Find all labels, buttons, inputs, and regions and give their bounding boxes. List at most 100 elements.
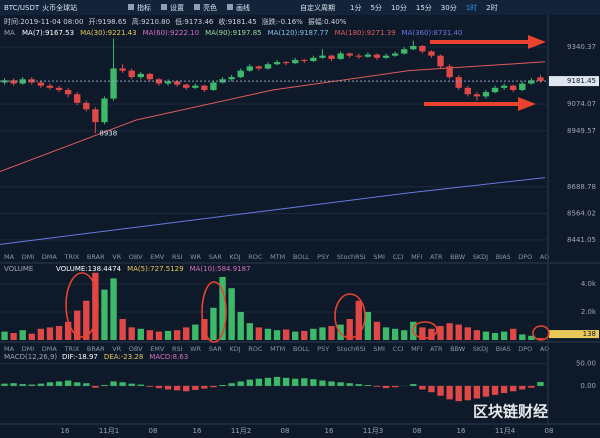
indicator-tab[interactable]: DMA xyxy=(42,253,58,261)
volume-bar xyxy=(273,330,281,340)
arrow-shaft xyxy=(430,40,530,44)
indicator-tab[interactable]: DMI xyxy=(22,253,35,261)
indicator-tab[interactable]: TRIX xyxy=(63,253,79,261)
button-icon[interactable] xyxy=(128,4,134,10)
volume-bar xyxy=(464,327,471,340)
period-button[interactable]: 5分 xyxy=(370,3,381,12)
indicator-tab[interactable]: DPO xyxy=(518,345,532,353)
indicator-tab[interactable]: OBV xyxy=(129,345,143,353)
y-tick-label: 8688.78 xyxy=(567,183,596,191)
candle-body xyxy=(64,89,72,95)
period-button[interactable]: 1时 xyxy=(466,3,477,12)
indicator-tab[interactable]: SMI xyxy=(373,253,385,261)
indicator-tab[interactable]: MA xyxy=(4,253,15,261)
y-tick-label: 2.0k xyxy=(581,308,597,316)
indicator-tab[interactable]: ATR xyxy=(430,345,443,353)
indicator-tab[interactable]: RSI xyxy=(172,253,183,261)
indicator-tab[interactable]: TRIX xyxy=(63,345,79,353)
indicator-tab[interactable]: DMA xyxy=(42,345,58,353)
period-button[interactable]: 2时 xyxy=(486,3,497,12)
indicator-tab[interactable]: WR xyxy=(190,253,201,261)
custom-period[interactable]: 自定义周期 xyxy=(300,3,335,12)
button-icon[interactable] xyxy=(194,4,200,10)
candle-body xyxy=(419,46,426,52)
candle-body xyxy=(491,87,499,93)
indicator-tab[interactable]: BOLL xyxy=(293,253,310,261)
indicator-tab[interactable]: RSI xyxy=(172,345,183,353)
indicator-tab[interactable]: ROC xyxy=(248,345,263,353)
indicator-tab[interactable]: EMV xyxy=(150,345,165,353)
indicator-tab[interactable]: VR xyxy=(112,345,121,353)
indicator-tab[interactable]: CCI xyxy=(393,345,404,353)
indicator-tab[interactable]: KDJ xyxy=(230,345,241,353)
macd-bar xyxy=(500,385,508,394)
indicator-tab[interactable]: OBV xyxy=(129,253,143,261)
toolbar-button[interactable]: 设置 xyxy=(170,3,184,12)
period-button[interactable]: 30分 xyxy=(441,3,457,12)
indicator-tab[interactable]: BOLL xyxy=(293,345,310,353)
time-label: 11月1 xyxy=(99,427,119,435)
candle-body xyxy=(10,80,17,84)
indicator-tab[interactable]: StochRSI xyxy=(337,345,366,353)
macd-bar xyxy=(537,382,544,386)
indicator-tab[interactable]: EMV xyxy=(150,253,165,261)
indicator-tab[interactable]: SKDJ xyxy=(473,345,488,353)
circle xyxy=(65,272,99,338)
indicator-tab[interactable]: ROC xyxy=(248,253,263,261)
indicator-tab[interactable]: AO xyxy=(540,253,549,261)
indicator-tab[interactable]: BRAR xyxy=(87,345,105,353)
indicator-tab[interactable]: BBW xyxy=(450,253,466,261)
volume-bar xyxy=(1,331,8,340)
toolbar-button[interactable]: 指标 xyxy=(137,3,151,12)
volume-bar xyxy=(482,331,490,340)
indicator-tab[interactable]: SAR xyxy=(209,253,223,261)
period-button[interactable]: 1分 xyxy=(350,3,361,12)
indicator-tab[interactable]: AO xyxy=(540,345,549,353)
button-icon[interactable] xyxy=(227,4,233,10)
indicator-tab[interactable]: BBW xyxy=(450,345,466,353)
indicator-tab[interactable]: SAR xyxy=(209,345,223,353)
volume-bar xyxy=(37,328,45,340)
volume-bar xyxy=(137,328,144,340)
indicator-tab[interactable]: MFI xyxy=(411,345,422,353)
indicator-tab[interactable]: BIAS xyxy=(496,253,511,261)
indicator-tab[interactable]: MFI xyxy=(411,253,422,261)
candle-body xyxy=(201,85,208,90)
info-text: 低:9173.46 xyxy=(175,17,214,26)
indicator-tab[interactable]: CCI xyxy=(393,253,404,261)
indicator-tab[interactable]: PSY xyxy=(317,253,329,261)
indicator-tab[interactable]: WR xyxy=(190,345,201,353)
macd-bar xyxy=(446,385,453,400)
button-icon[interactable] xyxy=(161,4,167,10)
macd-bar xyxy=(319,380,326,386)
volume-bar xyxy=(119,318,126,340)
period-button[interactable]: 10分 xyxy=(391,3,407,12)
indicator-tab[interactable]: SMI xyxy=(373,345,385,353)
last-volume: 138 xyxy=(583,330,596,338)
indicator-tab[interactable]: BRAR xyxy=(87,253,105,261)
toolbar-button[interactable]: 亮色 xyxy=(203,3,217,12)
indicator-tab[interactable]: VR xyxy=(112,253,121,261)
arrow-shaft xyxy=(424,102,520,106)
indicator-tab[interactable]: MA xyxy=(4,345,15,353)
toolbar-button[interactable]: 画线 xyxy=(236,3,250,12)
indicator-tab[interactable]: PSY xyxy=(317,345,329,353)
indicator-tab[interactable]: DPO xyxy=(518,253,532,261)
indicator-tab[interactable]: StochRSI xyxy=(337,253,366,261)
indicator-tab[interactable]: DMI xyxy=(22,345,35,353)
indicator-tab[interactable]: SKDJ xyxy=(473,253,488,261)
indicator-tab[interactable]: KDJ xyxy=(230,253,241,261)
macd-bar xyxy=(355,384,362,386)
macd-bar xyxy=(219,385,226,386)
indicator-tab[interactable]: BIAS xyxy=(496,345,511,353)
volume-bar xyxy=(101,289,108,340)
indicator-tab[interactable]: MTM xyxy=(270,345,285,353)
period-button[interactable]: 15分 xyxy=(416,3,432,12)
indicator-tab[interactable]: MTM xyxy=(270,253,285,261)
macd-bar xyxy=(128,383,135,386)
volume-bar xyxy=(401,330,408,340)
candle-body xyxy=(537,77,544,82)
volume-legend: VOLUME:138.4474 xyxy=(56,265,122,273)
indicator-tab[interactable]: ATR xyxy=(430,253,443,261)
macd-bar xyxy=(55,381,63,386)
